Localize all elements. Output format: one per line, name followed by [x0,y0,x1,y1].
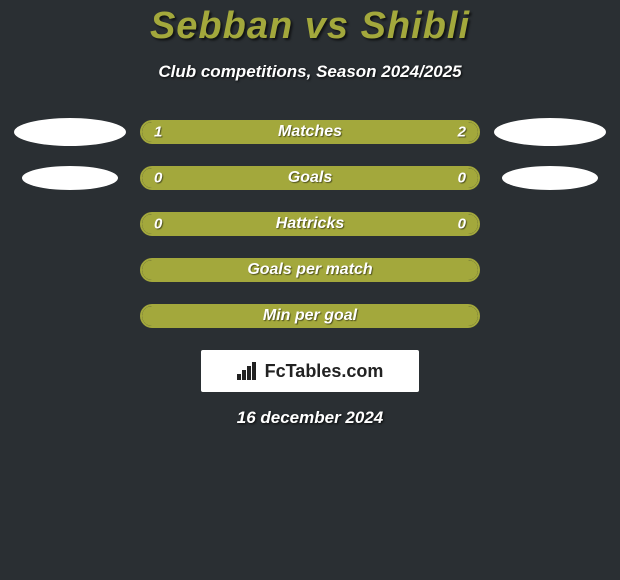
stat-row: Min per goal [0,304,620,328]
player-badge-left [14,118,126,146]
stat-label: Goals per match [247,261,372,279]
stat-bar: 0 Hattricks 0 [140,212,480,236]
stat-value-right: 0 [458,170,466,187]
left-slot [10,118,130,146]
stat-value-right: 0 [458,216,466,233]
stat-row: 0 Hattricks 0 [0,212,620,236]
stat-label: Goals [288,169,332,187]
stat-rows: 1 Matches 2 0 Goals 0 0 Hattricks 0 Goals per mat… [0,120,620,328]
stat-label: Hattricks [276,215,344,233]
stat-row: 0 Goals 0 [0,166,620,190]
stat-row: Goals per match [0,258,620,282]
stat-label: Matches [278,123,342,141]
player-badge-right [494,118,606,146]
page-title: Sebban vs Shibli [0,5,620,48]
stat-value-left: 0 [154,170,162,187]
infographic-container: Sebban vs Shibli Club competitions, Seas… [0,0,620,580]
stat-label: Min per goal [263,307,357,325]
stat-bar: Goals per match [140,258,480,282]
date-label: 16 december 2024 [0,408,620,428]
player-badge-right [502,166,598,190]
stat-bar: 1 Matches 2 [140,120,480,144]
stat-value-right: 2 [458,124,466,141]
stat-row: 1 Matches 2 [0,120,620,144]
right-slot [490,118,610,146]
stat-value-left: 1 [154,124,162,141]
left-slot [10,166,130,190]
chart-icon [237,362,259,380]
stat-bar: Min per goal [140,304,480,328]
stat-bar: 0 Goals 0 [140,166,480,190]
logo-text: FcTables.com [265,361,384,382]
stat-value-left: 0 [154,216,162,233]
logo-box: FcTables.com [201,350,419,392]
right-slot [490,166,610,190]
page-subtitle: Club competitions, Season 2024/2025 [0,62,620,82]
player-badge-left [22,166,118,190]
